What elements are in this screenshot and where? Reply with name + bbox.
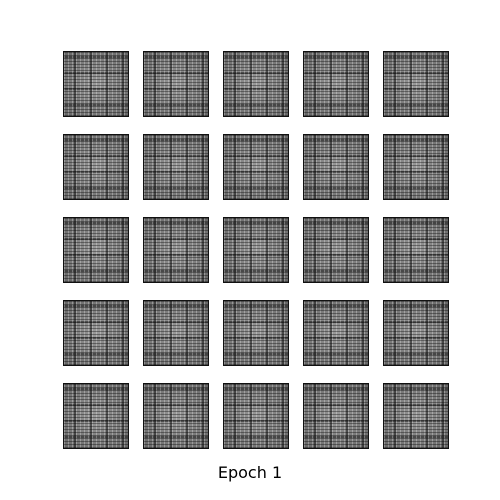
generated-sample-image <box>63 134 129 200</box>
generated-sample-image <box>303 51 369 117</box>
generated-sample-image <box>383 217 449 283</box>
generated-sample-image <box>63 300 129 366</box>
epoch-caption: Epoch 1 <box>217 463 283 482</box>
generated-sample-image <box>303 134 369 200</box>
generated-sample-image <box>223 51 289 117</box>
generated-sample-image <box>223 300 289 366</box>
generated-sample-image <box>223 134 289 200</box>
generated-sample-image <box>223 217 289 283</box>
generated-sample-image <box>383 300 449 366</box>
generated-sample-image <box>223 383 289 449</box>
generated-sample-image <box>383 383 449 449</box>
generated-sample-image <box>63 217 129 283</box>
generated-sample-image <box>383 51 449 117</box>
generated-sample-image <box>303 300 369 366</box>
generated-sample-image <box>303 383 369 449</box>
generated-sample-image <box>143 383 209 449</box>
generated-sample-image <box>303 217 369 283</box>
generated-sample-image <box>383 134 449 200</box>
generated-sample-image <box>143 217 209 283</box>
generated-sample-image <box>63 51 129 117</box>
generated-sample-image <box>143 134 209 200</box>
generated-sample-image <box>63 383 129 449</box>
generated-sample-image <box>143 51 209 117</box>
generated-sample-image <box>143 300 209 366</box>
